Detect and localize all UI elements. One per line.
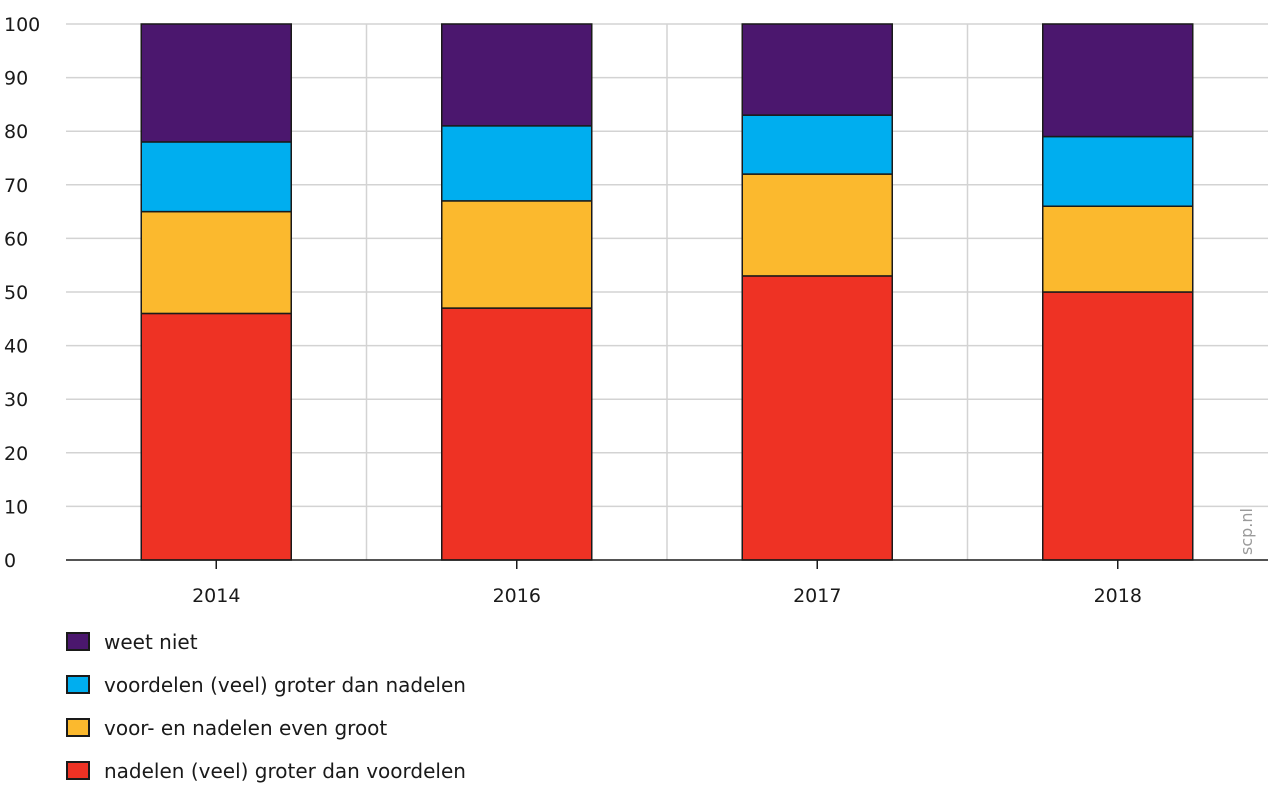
legend-label: weet niet [104,629,198,654]
legend-item: voordelen (veel) groter dan nadelen [66,671,466,698]
bar-segment [140,141,292,213]
legend-swatch [66,632,90,651]
bar-segment [741,173,893,277]
y-tick-label: 60 [4,228,28,250]
y-tick-label: 10 [4,496,28,518]
legend-swatch [66,718,90,737]
legend-swatch [66,675,90,694]
bar-segment [741,114,893,175]
x-tick-label: 2014 [192,585,240,607]
y-tick-label: 50 [4,282,28,304]
legend: weet niet voordelen (veel) groter dan na… [66,628,466,800]
bar-segment [1042,291,1194,561]
y-tick-label: 0 [4,550,16,572]
legend-item: weet niet [66,628,466,655]
x-tick-label: 2017 [793,585,841,607]
bar-segment [1042,23,1194,138]
bar-segment [1042,135,1194,207]
bar-segment [140,312,292,561]
legend-label: voordelen (veel) groter dan nadelen [104,672,466,697]
bar-segment [741,23,893,116]
x-tick-label: 2016 [493,585,541,607]
y-tick-label: 100 [4,14,40,36]
bar-segment [140,23,292,143]
y-tick-label: 90 [4,68,28,90]
y-tick-label: 70 [4,175,28,197]
bar-segment [441,200,593,309]
axes: 0 10 20 30 40 50 60 70 80 90 100 2014 2016 2017 2018 [4,14,1268,607]
legend-item: voor- en nadelen even groot [66,714,466,741]
bar-segment [140,210,292,315]
legend-item: nadelen (veel) groter dan voordelen [66,757,466,784]
x-tick-label: 2018 [1094,585,1142,607]
bar-segment [441,307,593,561]
y-tick-label: 30 [4,389,28,411]
legend-label: voor- en nadelen even groot [104,715,388,740]
legend-swatch [66,761,90,780]
bar-segment [741,275,893,561]
bars [140,23,1194,561]
legend-label: nadelen (veel) groter dan voordelen [104,758,466,783]
y-tick-label: 40 [4,336,28,358]
bar-segment [1042,205,1194,293]
watermark-text: scp.nl [1237,508,1256,555]
bar-segment [441,23,593,127]
stacked-bar-chart: 0 10 20 30 40 50 60 70 80 90 100 2014 2016 2017 2018 s… [4,14,1268,607]
y-tick-label: 20 [4,443,28,465]
y-tick-label: 80 [4,121,28,143]
bar-segment [441,125,593,202]
